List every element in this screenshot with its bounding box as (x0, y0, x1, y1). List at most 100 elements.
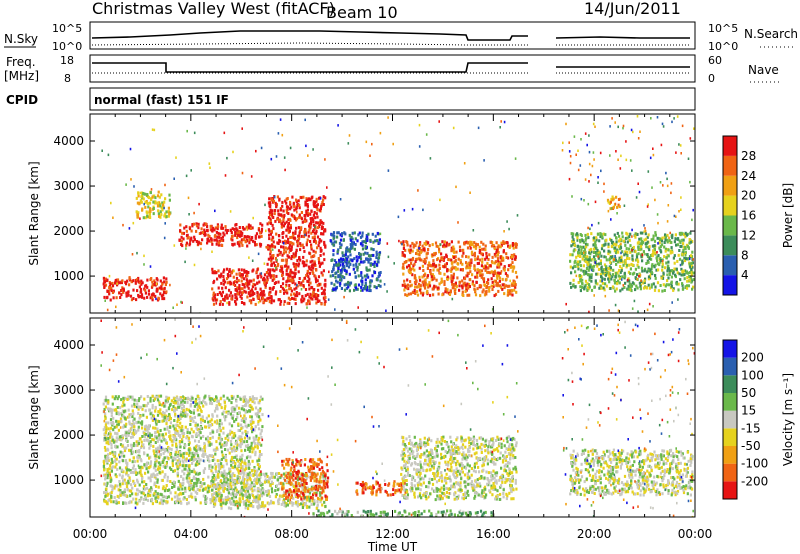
power-cell (296, 244, 299, 248)
power-cell (121, 286, 124, 290)
velocity-cell (237, 459, 240, 463)
power-cell (456, 267, 459, 271)
power-cell (686, 284, 689, 288)
power-cell (268, 293, 271, 297)
power-cell (590, 279, 593, 283)
power-cell (615, 195, 618, 199)
velocity-cell (146, 395, 149, 398)
power-cell (316, 215, 319, 219)
power-speck (397, 215, 400, 219)
power-speck (284, 285, 287, 289)
velocity-cell (196, 491, 199, 495)
power-cell (288, 229, 291, 233)
power-cell (505, 277, 508, 281)
power-speck (678, 143, 680, 146)
power-cell (220, 226, 223, 230)
velocity-cell (179, 491, 182, 495)
power-cell (344, 232, 347, 236)
power-cell (444, 287, 447, 291)
power-cell (147, 292, 150, 296)
power-cell (480, 264, 483, 268)
power-cell (269, 213, 272, 217)
power-speck (692, 208, 694, 212)
power-cell (421, 264, 424, 268)
power-cell (631, 263, 634, 267)
power-cell (356, 266, 359, 269)
power-cell (322, 232, 325, 236)
velocity-cell (110, 446, 113, 450)
noise-tick-bottom-left: 10^0 (52, 40, 82, 53)
power-cell (473, 267, 476, 270)
power-cell (296, 203, 299, 207)
power-cell (426, 274, 429, 278)
velocity-cell (141, 435, 144, 438)
power-cell (317, 288, 320, 292)
power-cell (511, 293, 514, 297)
power-cell (576, 260, 579, 264)
power-cell (634, 250, 637, 254)
power-cell (263, 273, 267, 277)
power-cell (366, 235, 369, 239)
power-cell (450, 258, 453, 262)
velocity-cell (105, 490, 108, 494)
power-cell (272, 244, 275, 248)
power-cell (643, 269, 646, 273)
power-cell (511, 261, 514, 265)
power-cell (438, 250, 441, 254)
velocity-cell (176, 459, 179, 463)
velocity-cell (209, 401, 212, 405)
power-cell (353, 231, 356, 235)
power-cell (471, 242, 474, 246)
power-cell (287, 205, 290, 209)
power-cell (634, 235, 637, 239)
velocity-cell (117, 420, 120, 424)
power-cell (310, 247, 313, 251)
power-cell (220, 281, 223, 285)
nsky-label: N.Sky (4, 32, 38, 46)
power-cell (502, 266, 505, 270)
power-cell (494, 260, 497, 264)
velocity-cell (215, 485, 218, 489)
power-cell (411, 273, 414, 277)
power-speck (417, 189, 419, 192)
power-cell (148, 212, 151, 216)
power-cell (315, 212, 318, 216)
power-cell (636, 273, 639, 277)
power-speck (305, 144, 307, 148)
power-cell (493, 279, 496, 283)
power-speck (588, 180, 590, 183)
power-cell (298, 204, 301, 207)
power-cell (264, 285, 267, 289)
power-cell (512, 244, 515, 248)
velocity-cell (173, 419, 176, 422)
velocity-cell (127, 395, 130, 399)
velocity-cell (211, 479, 214, 483)
power-cell (300, 283, 303, 287)
power-cell (336, 263, 339, 267)
power-cell (611, 195, 614, 199)
power-speck (136, 251, 138, 255)
power-cell (406, 286, 409, 290)
power-cell (422, 260, 425, 264)
power-speck (129, 147, 132, 151)
power-cell (268, 229, 271, 233)
power-cell (401, 283, 404, 287)
power-cell (467, 241, 470, 245)
power-cell (454, 292, 457, 295)
velocity-cell (239, 462, 242, 466)
power-cell (287, 218, 290, 222)
power-cell (272, 254, 275, 257)
power-cell (659, 260, 662, 264)
power-cell (637, 265, 640, 269)
power-cell (579, 260, 582, 264)
velocity-cell (154, 496, 157, 500)
velocity-cell (124, 466, 128, 470)
power-cell (476, 262, 479, 265)
power-cell (603, 277, 606, 281)
power-cell (367, 260, 370, 264)
velocity-cell (176, 474, 179, 478)
power-cell (274, 257, 277, 260)
power-speck (666, 184, 669, 188)
power-speck (334, 308, 336, 311)
power-cell (468, 261, 471, 265)
